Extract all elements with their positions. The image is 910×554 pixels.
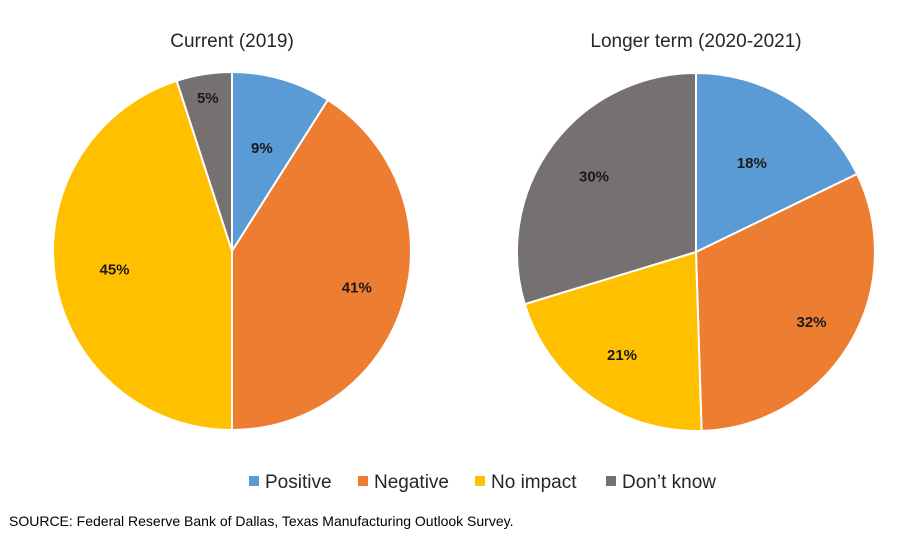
legend-label-dont-know: Don’t know	[622, 472, 716, 493]
data-label-dont-know: 30%	[579, 168, 609, 185]
chart-legend: Positive Negative No impact Don’t know	[249, 472, 716, 493]
legend-item-dont-know: Don’t know	[606, 472, 716, 493]
source-note: SOURCE: Federal Reserve Bank of Dallas, …	[9, 513, 514, 529]
data-label-no-impact: 21%	[607, 347, 637, 364]
legend-label-no-impact: No impact	[491, 472, 577, 493]
legend-swatch-no-impact	[475, 476, 485, 486]
pie-slice-no-impact	[523, 250, 703, 432]
pie-slice-no-impact	[52, 79, 233, 432]
legend-swatch-positive	[249, 476, 259, 486]
legend-item-positive: Positive	[249, 472, 332, 493]
chart-title-longer-term: Longer term (2020-2021)	[590, 31, 801, 52]
legend-label-positive: Positive	[265, 472, 332, 493]
pie-chart-current: Current (2019) 9% 41% 45% 5%	[52, 31, 412, 432]
pie-slice-negative	[694, 172, 876, 432]
pie-chart-longer-term: Longer term (2020-2021) 18% 32% 21% 30%	[516, 31, 876, 432]
legend-swatch-negative	[358, 476, 368, 486]
data-label-negative: 41%	[342, 279, 372, 296]
legend-item-negative: Negative	[358, 472, 449, 493]
data-label-dont-know: 5%	[197, 90, 219, 107]
pie-slice-negative	[231, 98, 412, 432]
legend-label-negative: Negative	[374, 472, 449, 493]
legend-swatch-dont-know	[606, 476, 616, 486]
legend-item-no-impact: No impact	[475, 472, 577, 493]
data-label-negative: 32%	[796, 314, 826, 331]
pie-slice-dont-know	[516, 71, 697, 306]
data-label-no-impact: 45%	[99, 262, 129, 279]
pie-slice-dont-know	[175, 70, 233, 252]
pie-slice-positive	[231, 70, 330, 255]
data-label-positive: 9%	[251, 140, 273, 157]
data-label-positive: 18%	[737, 155, 767, 172]
pie-slice-positive	[695, 71, 859, 254]
chart-title-current: Current (2019)	[170, 31, 294, 52]
